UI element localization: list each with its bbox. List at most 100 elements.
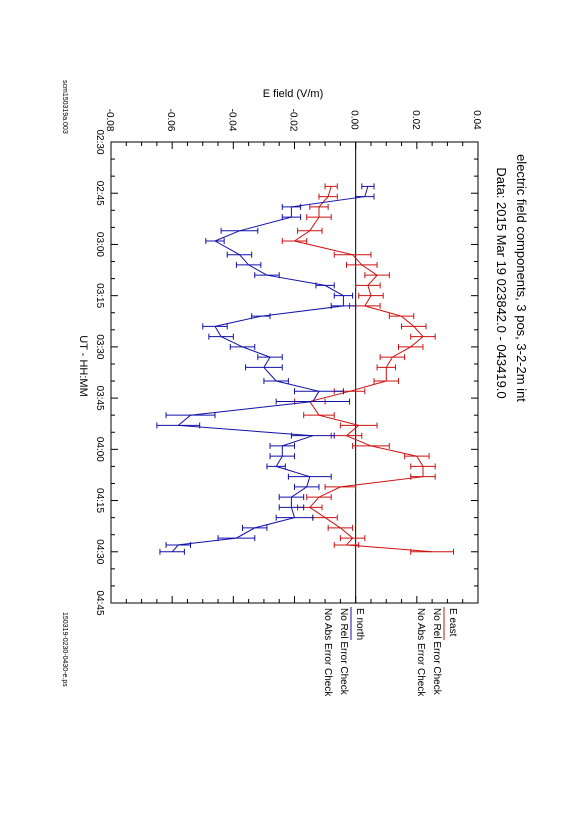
data-point	[297, 227, 323, 234]
series-1	[156, 183, 375, 555]
data-point	[266, 463, 286, 470]
legend-note: No Rel Error Check	[338, 608, 349, 696]
series-layer	[156, 183, 455, 555]
data-point	[339, 535, 366, 542]
data-point	[397, 343, 424, 350]
x-tick-label: 04:30	[94, 539, 105, 564]
data-point	[410, 333, 436, 340]
data-point	[208, 333, 234, 340]
data-point	[410, 473, 436, 480]
data-point	[275, 514, 314, 521]
data-point	[281, 203, 302, 210]
data-point	[217, 535, 256, 542]
data-point	[229, 343, 256, 350]
x-axis-label: UT - HH:MM	[77, 335, 89, 397]
data-point	[355, 193, 375, 200]
plot-border	[110, 141, 479, 604]
data-point	[364, 272, 390, 279]
data-point	[404, 453, 430, 460]
data-point	[159, 548, 185, 555]
data-point	[294, 388, 344, 395]
data-point	[345, 261, 378, 268]
y-axis-label: E field (V/m)	[263, 88, 324, 100]
data-point	[275, 398, 351, 405]
y-tick-label: -0.06	[165, 109, 176, 132]
data-point	[330, 302, 357, 309]
legend-note: No Rel Error Check	[431, 608, 442, 696]
data-point	[333, 541, 360, 548]
data-point	[324, 183, 338, 190]
data-point	[309, 203, 329, 210]
series-line	[293, 186, 433, 553]
legend-note: No Abs Error Check	[415, 608, 426, 697]
data-point	[355, 282, 381, 289]
data-point	[269, 453, 295, 460]
data-point	[245, 364, 283, 371]
y-tick-label: -0.04	[226, 109, 237, 132]
data-point	[373, 378, 399, 385]
data-point	[294, 483, 320, 490]
data-point	[376, 364, 396, 371]
data-point	[339, 422, 378, 429]
data-point	[281, 238, 308, 245]
data-point	[226, 251, 253, 258]
data-point	[315, 282, 335, 289]
data-point	[306, 494, 332, 501]
y-tick-label: -0.02	[288, 109, 299, 132]
data-point	[312, 514, 338, 521]
data-point	[220, 227, 259, 234]
x-tick-label: 03:30	[94, 334, 105, 359]
x-tick-label: 04:45	[94, 590, 105, 615]
data-point	[290, 432, 335, 439]
data-point	[235, 261, 262, 268]
data-point	[318, 193, 338, 200]
chart-title: electric field components, 3 pos, 3-2-2m…	[514, 154, 529, 402]
chart-subtitle: Data: 2015 Mar 19 023842.0 - 043419.0	[494, 167, 509, 398]
data-point	[165, 412, 216, 419]
data-point	[358, 292, 384, 299]
file-id-label: scm150319a.003	[61, 80, 68, 134]
axis-ticks: -0.08 -0.06 -0.04 -0.02 0.00 0.02 0.04 02:30 02:…	[94, 109, 482, 616]
data-point	[165, 541, 192, 548]
data-point	[401, 323, 427, 330]
x-tick-label: 02:45	[94, 181, 105, 206]
data-point	[263, 378, 289, 385]
data-point	[287, 473, 332, 480]
data-point	[352, 442, 390, 449]
data-point	[156, 422, 201, 429]
data-point	[379, 354, 406, 361]
x-tick-label: 04:15	[94, 488, 105, 513]
data-point	[242, 524, 268, 531]
data-point	[251, 313, 271, 320]
data-point	[330, 432, 363, 439]
data-point	[306, 214, 332, 221]
data-point	[303, 412, 335, 419]
data-point	[410, 548, 455, 555]
plot-file-label: 150319-0230-0430-e.ps	[61, 612, 68, 687]
y-tick-label: 0.02	[410, 110, 421, 130]
data-point	[333, 292, 354, 299]
data-point	[254, 272, 280, 279]
data-point	[361, 183, 375, 190]
data-point	[324, 483, 357, 490]
data-point	[410, 463, 436, 470]
data-point	[333, 251, 372, 258]
data-point	[327, 524, 354, 531]
y-tick-label: 0.00	[349, 110, 360, 130]
data-point	[269, 442, 295, 449]
legend-label: E north	[354, 608, 365, 640]
data-point	[278, 494, 305, 501]
data-point	[388, 313, 415, 320]
y-tick-label: 0.04	[471, 110, 482, 130]
x-tick-label: 02:30	[94, 129, 105, 154]
x-tick-label: 03:45	[94, 386, 105, 411]
series-0	[281, 183, 455, 555]
x-tick-label: 03:00	[94, 232, 105, 257]
legend-note: No Abs Error Check	[322, 608, 333, 697]
data-point	[202, 323, 228, 330]
legend-label: E east	[447, 608, 458, 637]
data-point	[281, 214, 302, 221]
x-tick-label: 03:15	[94, 283, 105, 308]
